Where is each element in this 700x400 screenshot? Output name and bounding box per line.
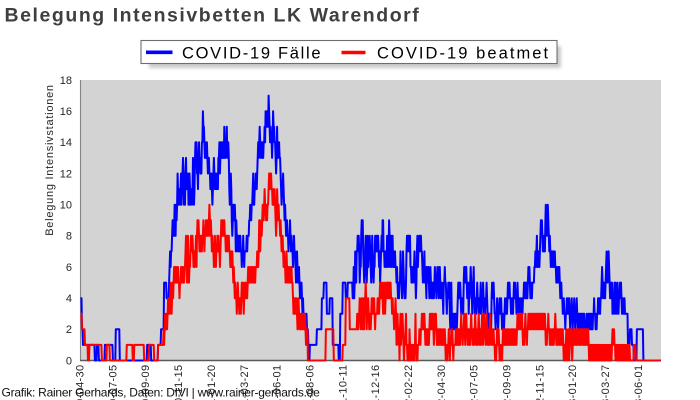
svg-text:2021-12-16: 2021-12-16 bbox=[370, 365, 382, 400]
svg-text:2020-04-30: 2020-04-30 bbox=[75, 365, 87, 400]
svg-text:Belegung Intensivstationen: Belegung Intensivstationen bbox=[44, 84, 56, 236]
svg-text:2021-03-27: 2021-03-27 bbox=[239, 365, 251, 400]
svg-text:Belegung Intensivbetten LK War: Belegung Intensivbetten LK Warendorf bbox=[5, 5, 421, 27]
svg-text:6: 6 bbox=[66, 262, 72, 274]
svg-text:2020-11-15: 2020-11-15 bbox=[173, 365, 185, 400]
svg-text:COVID-19 beatmet: COVID-19 beatmet bbox=[377, 44, 550, 62]
svg-text:16: 16 bbox=[60, 106, 72, 118]
svg-text:2: 2 bbox=[66, 324, 72, 336]
svg-text:2021-06-01: 2021-06-01 bbox=[272, 365, 284, 400]
svg-text:2023-06-01: 2023-06-01 bbox=[633, 365, 645, 400]
svg-text:2020-09-09: 2020-09-09 bbox=[140, 365, 152, 400]
svg-text:2022-02-22: 2022-02-22 bbox=[403, 365, 415, 400]
svg-text:10: 10 bbox=[60, 200, 72, 212]
svg-text:2022-11-15: 2022-11-15 bbox=[534, 365, 546, 400]
svg-text:COVID-19 Fälle: COVID-19 Fälle bbox=[182, 44, 322, 62]
svg-text:4: 4 bbox=[66, 293, 72, 305]
svg-text:8: 8 bbox=[66, 231, 72, 243]
svg-text:18: 18 bbox=[60, 75, 72, 87]
svg-text:2021-08-06: 2021-08-06 bbox=[305, 365, 317, 400]
svg-text:12: 12 bbox=[60, 168, 72, 180]
svg-text:2022-07-05: 2022-07-05 bbox=[469, 365, 481, 400]
svg-text:2022-04-30: 2022-04-30 bbox=[436, 365, 448, 400]
svg-text:2021-01-20: 2021-01-20 bbox=[206, 365, 218, 400]
svg-text:2023-01-20: 2023-01-20 bbox=[567, 365, 579, 400]
svg-text:14: 14 bbox=[60, 137, 72, 149]
svg-text:0: 0 bbox=[66, 355, 72, 367]
svg-text:2021-10-11: 2021-10-11 bbox=[337, 365, 349, 400]
svg-text:2022-09-09: 2022-09-09 bbox=[502, 365, 514, 400]
svg-text:2020-07-05: 2020-07-05 bbox=[107, 365, 119, 400]
svg-text:2023-03-27: 2023-03-27 bbox=[600, 365, 612, 400]
svg-text:Grafik: Rainer Gerhards, Daten: Grafik: Rainer Gerhards, Daten: DIVI | w… bbox=[2, 386, 321, 400]
